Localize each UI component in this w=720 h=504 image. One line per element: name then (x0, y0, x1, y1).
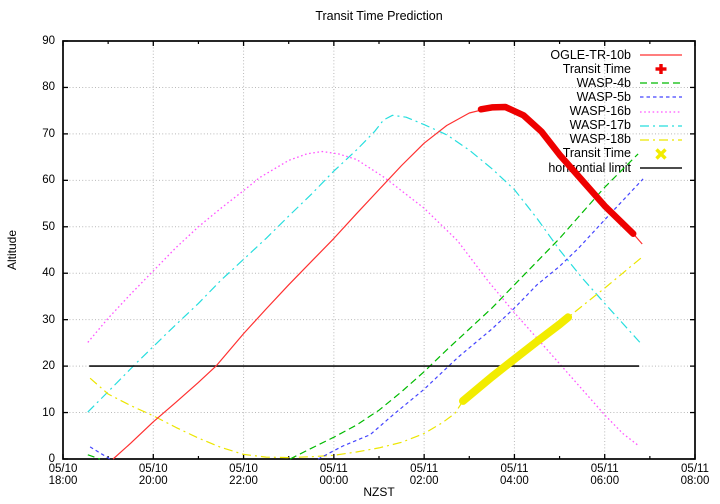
legend-row-wasp-16b: WASP-16b (548, 105, 684, 119)
x-tick-date: 05/11 (319, 463, 348, 475)
x-tick-time: 06:00 (590, 474, 620, 487)
x-tick-time: 08:00 (680, 474, 710, 487)
x-tick-label: 05/11 04:00 (488, 463, 540, 487)
legend-label: Transit Time (562, 61, 631, 76)
x-tick-time: 18:00 (48, 474, 78, 487)
legend-row-wasp-5b: WASP-5b (548, 90, 684, 104)
legend-label: WASP-18b (569, 132, 631, 147)
legend: OGLE-TR-10b Transit Time WASP-4b WASP-5b WAS… (548, 48, 684, 175)
legend-line-sample (640, 96, 682, 99)
x-tick-date: 05/11 (681, 463, 709, 475)
legend-row-transit-time: Transit Time (548, 147, 684, 161)
y-tick-label: 60 (42, 174, 55, 187)
y-tick-label: 70 (42, 127, 55, 140)
x-tick-time: 20:00 (138, 474, 168, 487)
legend-line-sample (640, 167, 682, 169)
legend-label: WASP-4b (576, 75, 631, 90)
chart-title: Transit Time Prediction (315, 9, 443, 23)
y-tick-label: 40 (42, 267, 55, 280)
legend-line-sample (640, 125, 682, 127)
y-tick-label: 80 (42, 81, 55, 94)
x-tick-label: 05/10 20:00 (127, 463, 179, 487)
y-tick-label: 20 (42, 360, 55, 373)
legend-row-ogle-tr-10b: OGLE-TR-10b (548, 48, 684, 62)
legend-row-wasp-18b: WASP-18b (548, 133, 684, 147)
legend-row-transit-time: Transit Time (548, 62, 684, 76)
legend-label: Transit Time (562, 146, 631, 161)
legend-label: OGLE-TR-10b (550, 47, 631, 62)
x-tick-time: 00:00 (319, 474, 349, 487)
legend-line-sample (640, 54, 682, 56)
legend-row-horizontial-limit: horizontial limit (548, 161, 684, 175)
plus-marker-icon (655, 64, 667, 75)
y-tick-label: 10 (42, 406, 55, 419)
x-tick-date: 05/10 (229, 463, 258, 475)
legend-row-wasp-4b: WASP-4b (548, 76, 684, 90)
x-tick-time: 02:00 (409, 474, 439, 487)
x-tick-time: 04:00 (500, 474, 529, 487)
y-tick-label: 0 (48, 453, 55, 465)
x-tick-date: 05/11 (590, 463, 619, 475)
x-tick-label: 05/11 06:00 (579, 463, 631, 487)
x-tick-time: 22:00 (229, 474, 258, 487)
x-axis-title: NZST (363, 485, 395, 499)
x-tick-label: 05/10 22:00 (218, 463, 270, 487)
legend-line-sample (640, 82, 682, 84)
legend-label: WASP-16b (569, 104, 631, 119)
x-tick-label: 05/10 18:00 (37, 463, 89, 487)
x-tick-label: 05/11 00:00 (308, 463, 360, 487)
legend-label: horizontial limit (548, 160, 631, 175)
legend-label: WASP-5b (576, 89, 631, 104)
legend-line-sample (640, 110, 682, 113)
x-tick-label: 05/11 08:00 (669, 463, 720, 487)
legend-line-sample (640, 139, 682, 141)
x-tick-date: 05/10 (48, 463, 78, 475)
y-tick-label: 90 (42, 35, 55, 47)
x-tick-date: 05/10 (138, 463, 168, 475)
legend-row-wasp-17b: WASP-17b (548, 119, 684, 133)
x-marker-icon (655, 148, 667, 160)
x-tick-date: 05/11 (410, 463, 439, 475)
x-tick-date: 05/11 (500, 463, 529, 475)
x-tick-label: 05/11 02:00 (398, 463, 450, 487)
legend-label: WASP-17b (569, 118, 631, 133)
y-tick-label: 50 (42, 220, 55, 233)
y-tick-label: 30 (42, 313, 55, 326)
